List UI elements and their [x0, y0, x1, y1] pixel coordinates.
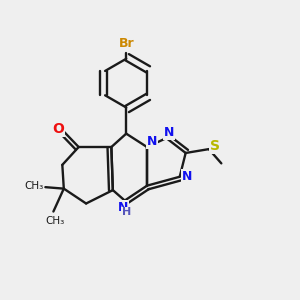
Text: N: N	[118, 201, 128, 214]
Text: H: H	[122, 207, 131, 218]
Text: S: S	[210, 139, 220, 152]
Text: Br: Br	[118, 38, 134, 50]
Text: CH₃: CH₃	[45, 216, 64, 226]
Text: N: N	[164, 126, 174, 139]
Text: CH₃: CH₃	[25, 181, 44, 191]
Text: N: N	[182, 170, 192, 183]
Text: O: O	[52, 122, 64, 136]
Text: N: N	[147, 135, 158, 148]
